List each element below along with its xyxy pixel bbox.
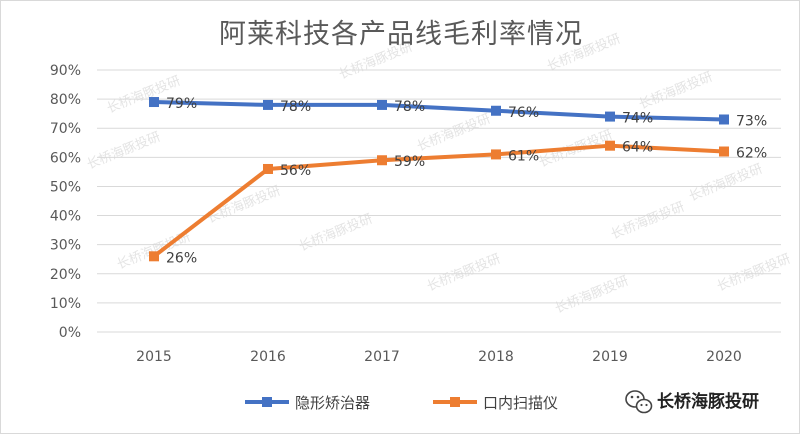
watermark-text: 长桥海豚投研	[425, 251, 503, 295]
watermark-text: 长桥海豚投研	[297, 211, 375, 255]
x-tick-label: 2015	[136, 349, 172, 365]
brand-account-name: 长桥海豚投研	[657, 391, 759, 412]
data-label: 78%	[394, 99, 425, 115]
y-tick-label: 20%	[50, 267, 81, 283]
watermark-text: 长桥海豚投研	[85, 129, 163, 173]
series-layer: 79% 78% 78% 76% 74% 73% 26% 56% 59% 61% 64% 62%	[149, 96, 767, 266]
y-tick-label: 40%	[50, 209, 81, 225]
data-point	[377, 99, 387, 110]
data-label: 59%	[394, 154, 425, 170]
series-line	[152, 143, 725, 258]
series-0: 79% 78% 78% 76% 74% 73%	[149, 96, 767, 129]
data-label: 64%	[622, 140, 653, 156]
watermark-text: 长桥海豚投研	[609, 199, 687, 243]
y-tick-label: 90%	[50, 63, 81, 79]
watermark-text: 长桥海豚投研	[415, 111, 493, 155]
series-1: 26% 56% 59% 61% 64% 62%	[149, 140, 767, 266]
x-tick-label: 2016	[250, 349, 286, 365]
data-label: 26%	[166, 250, 197, 266]
x-tick-label: 2020	[706, 349, 742, 365]
data-point	[263, 99, 273, 110]
watermark-text: 长桥海豚投研	[715, 251, 793, 295]
data-point	[377, 155, 387, 166]
y-tick-label: 30%	[50, 238, 81, 254]
data-point	[491, 149, 501, 160]
x-axis-ticks: 2015 2016 2017 2018 2019 2020	[136, 349, 742, 365]
watermark-text: 长桥海豚投研	[687, 161, 765, 205]
watermark-text: 长桥海豚投研	[553, 273, 631, 317]
legend: 隐形矫治器 口内扫描仪	[245, 394, 558, 412]
data-point	[263, 163, 273, 174]
data-label: 62%	[736, 146, 767, 162]
data-point	[719, 146, 729, 157]
brand-badge: 长桥海豚投研	[625, 390, 759, 414]
y-tick-label: 70%	[50, 121, 81, 137]
data-point	[149, 97, 159, 108]
y-axis-ticks: 0% 10% 20% 30% 40% 50% 60% 70% 80% 90%	[50, 63, 81, 341]
data-point	[149, 251, 159, 262]
y-tick-label: 10%	[50, 296, 81, 312]
legend-marker	[262, 397, 272, 407]
data-point	[491, 105, 501, 116]
data-label: 61%	[508, 148, 539, 164]
data-label: 79%	[166, 96, 197, 112]
legend-marker	[450, 397, 460, 407]
data-point	[719, 114, 729, 125]
legend-label: 口内扫描仪	[483, 394, 558, 412]
data-point	[605, 111, 615, 122]
data-label: 78%	[280, 99, 311, 115]
data-label: 76%	[508, 105, 539, 121]
y-tick-label: 60%	[50, 150, 81, 166]
data-point	[605, 140, 615, 151]
x-tick-label: 2017	[364, 349, 400, 365]
y-tick-label: 50%	[50, 179, 81, 195]
data-label: 74%	[622, 111, 653, 127]
legend-label: 隐形矫治器	[295, 394, 370, 412]
wechat-icon	[625, 390, 653, 414]
watermark-text: 长桥海豚投研	[637, 69, 715, 113]
gridlines	[97, 69, 781, 333]
y-tick-label: 0%	[59, 325, 81, 341]
chart-title: 阿莱科技各产品线毛利率情况	[219, 19, 583, 50]
x-tick-label: 2019	[592, 349, 628, 365]
data-label: 56%	[280, 163, 311, 179]
series-line	[153, 100, 725, 122]
y-tick-label: 80%	[50, 92, 81, 108]
data-label: 73%	[736, 113, 767, 129]
x-tick-label: 2018	[478, 349, 514, 365]
